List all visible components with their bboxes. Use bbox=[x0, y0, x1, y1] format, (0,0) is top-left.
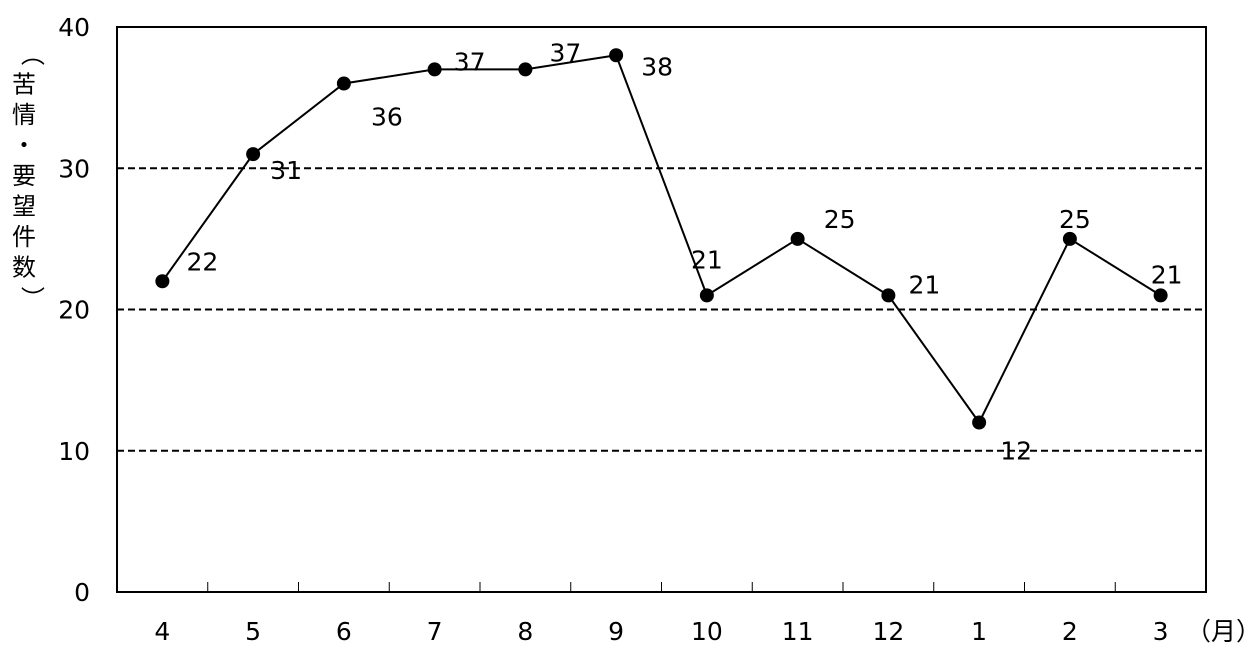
x-tick-label: 12 bbox=[872, 617, 904, 646]
data-label: 37 bbox=[454, 47, 486, 76]
x-tick-label: 6 bbox=[336, 617, 352, 646]
y-tick-label: 10 bbox=[58, 437, 90, 466]
data-point bbox=[427, 62, 442, 77]
data-label: 22 bbox=[186, 247, 218, 276]
data-point bbox=[881, 288, 896, 303]
data-point bbox=[609, 48, 624, 63]
data-label: 21 bbox=[1151, 260, 1183, 289]
y-axis-title-char: 数 bbox=[12, 254, 36, 282]
y-tick-label: 40 bbox=[58, 13, 90, 42]
data-point bbox=[246, 147, 261, 162]
data-label: 25 bbox=[1059, 205, 1091, 234]
x-tick-label: 1 bbox=[971, 617, 987, 646]
x-tick-label: 5 bbox=[245, 617, 261, 646]
data-point bbox=[1153, 288, 1168, 303]
y-axis-title-char: 件 bbox=[12, 223, 36, 251]
data-point bbox=[155, 274, 170, 289]
y-axis-title-char: 苦 bbox=[12, 71, 36, 99]
y-tick-labels: 0 10 20 30 40 bbox=[58, 13, 90, 607]
y-axis-title-char: 望 bbox=[12, 193, 36, 221]
y-tick-label: 20 bbox=[58, 296, 90, 325]
x-tick-labels: 4 5 6 7 8 9 10 11 12 1 2 3 bbox=[154, 617, 1168, 646]
x-tick-label: 4 bbox=[154, 617, 170, 646]
data-label: 21 bbox=[691, 245, 723, 274]
data-label: 25 bbox=[824, 205, 856, 234]
x-tick-label: 2 bbox=[1062, 617, 1078, 646]
x-tick-label: 9 bbox=[608, 617, 624, 646]
data-point bbox=[699, 288, 714, 303]
data-label: 12 bbox=[1000, 437, 1032, 466]
x-tick-label: 8 bbox=[517, 617, 533, 646]
x-tick-label: 7 bbox=[427, 617, 443, 646]
data-point bbox=[972, 415, 987, 430]
data-point bbox=[336, 76, 351, 91]
data-point bbox=[518, 62, 533, 77]
x-tick-label: 11 bbox=[782, 617, 814, 646]
series-line bbox=[161, 54, 1162, 425]
grid-layer bbox=[117, 167, 1206, 452]
x-axis-title: （月） bbox=[1186, 617, 1260, 646]
data-point bbox=[790, 231, 805, 246]
data-label: 36 bbox=[371, 103, 403, 132]
x-tick-label: 3 bbox=[1153, 617, 1169, 646]
y-axis-title-char: ・ bbox=[12, 132, 36, 160]
y-axis-title-char: （ bbox=[18, 42, 46, 66]
data-label: 21 bbox=[908, 270, 940, 299]
data-labels: 22 31 36 37 37 38 21 25 21 12 25 21 bbox=[186, 38, 1182, 465]
y-tick-label: 0 bbox=[74, 578, 90, 607]
data-point bbox=[1062, 231, 1077, 246]
data-label: 31 bbox=[270, 156, 302, 185]
x-tick-label: 10 bbox=[691, 617, 723, 646]
data-label: 38 bbox=[641, 52, 673, 81]
y-axis-title-char: 要 bbox=[12, 162, 36, 190]
x-ticks-layer bbox=[207, 582, 1116, 592]
data-label: 37 bbox=[549, 38, 581, 67]
y-tick-label: 30 bbox=[58, 154, 90, 183]
data-points bbox=[155, 48, 1168, 430]
y-axis-title-char: ） bbox=[18, 286, 46, 310]
y-axis-title-char: 情 bbox=[12, 101, 36, 129]
